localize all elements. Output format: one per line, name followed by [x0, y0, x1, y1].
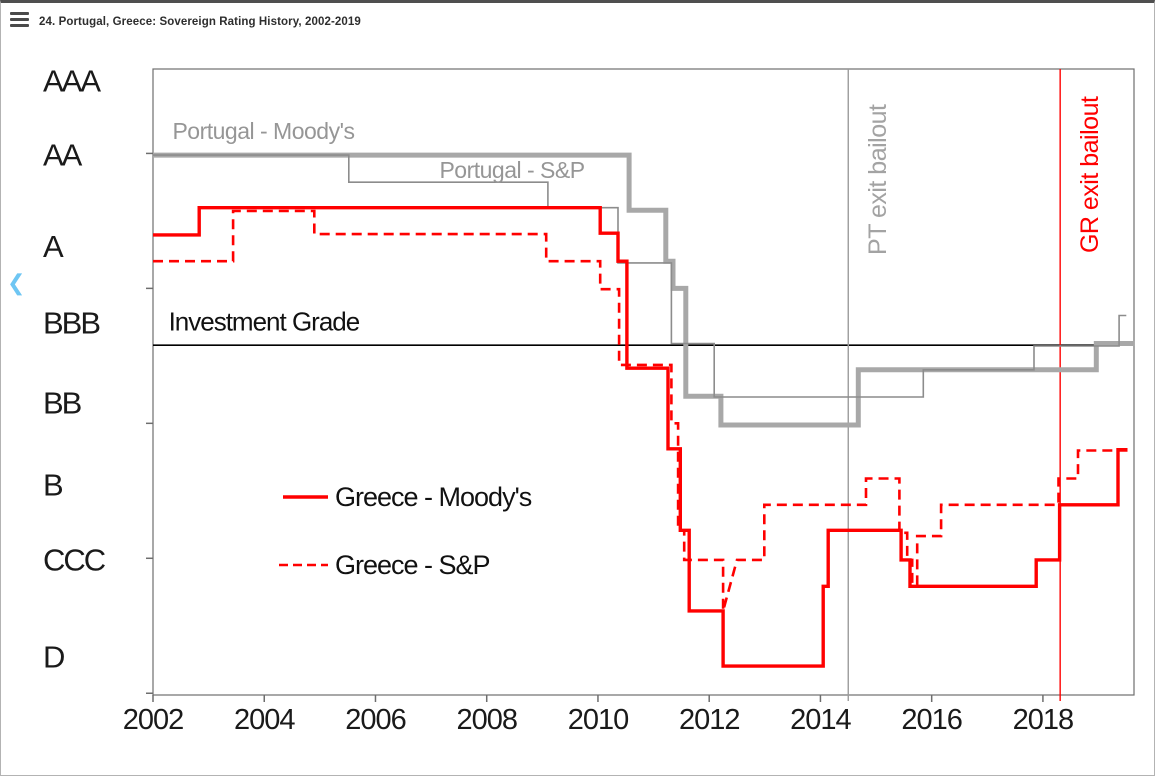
- menu-bar: [10, 18, 29, 21]
- y-axis-label: D: [43, 640, 64, 675]
- series-inline-label: Portugal - Moody's: [172, 118, 354, 144]
- y-axis-label: CCC: [43, 542, 106, 577]
- legend-label: Greece - S&P: [335, 550, 490, 580]
- hamburger-menu-icon[interactable]: [10, 12, 29, 28]
- x-axis-label: 2004: [234, 704, 295, 736]
- series-inline-label: Portugal - S&P: [439, 157, 584, 183]
- x-axis-label: 2008: [456, 704, 517, 736]
- y-axis-label: BBB: [43, 305, 100, 340]
- investment-grade-label: Investment Grade: [169, 306, 360, 336]
- series-greece-s-p: [153, 209, 1128, 612]
- x-axis-label: 2014: [790, 704, 851, 736]
- x-axis-label: 2002: [123, 704, 184, 736]
- y-axis-label: BB: [43, 385, 82, 420]
- x-axis-label: 2016: [901, 704, 962, 736]
- y-axis-label: A: [43, 229, 64, 264]
- plot-border: [152, 68, 1135, 696]
- event-label: GR exit bailout: [1076, 96, 1104, 253]
- y-axis-label: AA: [43, 138, 83, 173]
- event-label: PT exit bailout: [864, 104, 892, 255]
- series-portugal-s-p: [153, 154, 1127, 398]
- x-axis-label: 2018: [1013, 704, 1074, 736]
- series-portugal-moody-s: [153, 152, 1135, 428]
- x-axis-label: 2006: [345, 704, 406, 736]
- back-chevron-icon[interactable]: ❮: [7, 270, 26, 295]
- y-axis-label: B: [43, 468, 63, 503]
- page-title: 24. Portugal, Greece: Sovereign Rating H…: [39, 16, 361, 28]
- menu-bar: [10, 24, 29, 27]
- x-axis-label: 2010: [568, 704, 629, 736]
- legend-label: Greece - Moody's: [335, 482, 532, 512]
- header: 24. Portugal, Greece: Sovereign Rating H…: [1, 3, 1154, 45]
- series-greece-moody-s: [153, 206, 1128, 668]
- x-axis-label: 2012: [679, 704, 740, 736]
- menu-bar: [10, 12, 29, 15]
- y-axis-label: AAA: [43, 64, 101, 99]
